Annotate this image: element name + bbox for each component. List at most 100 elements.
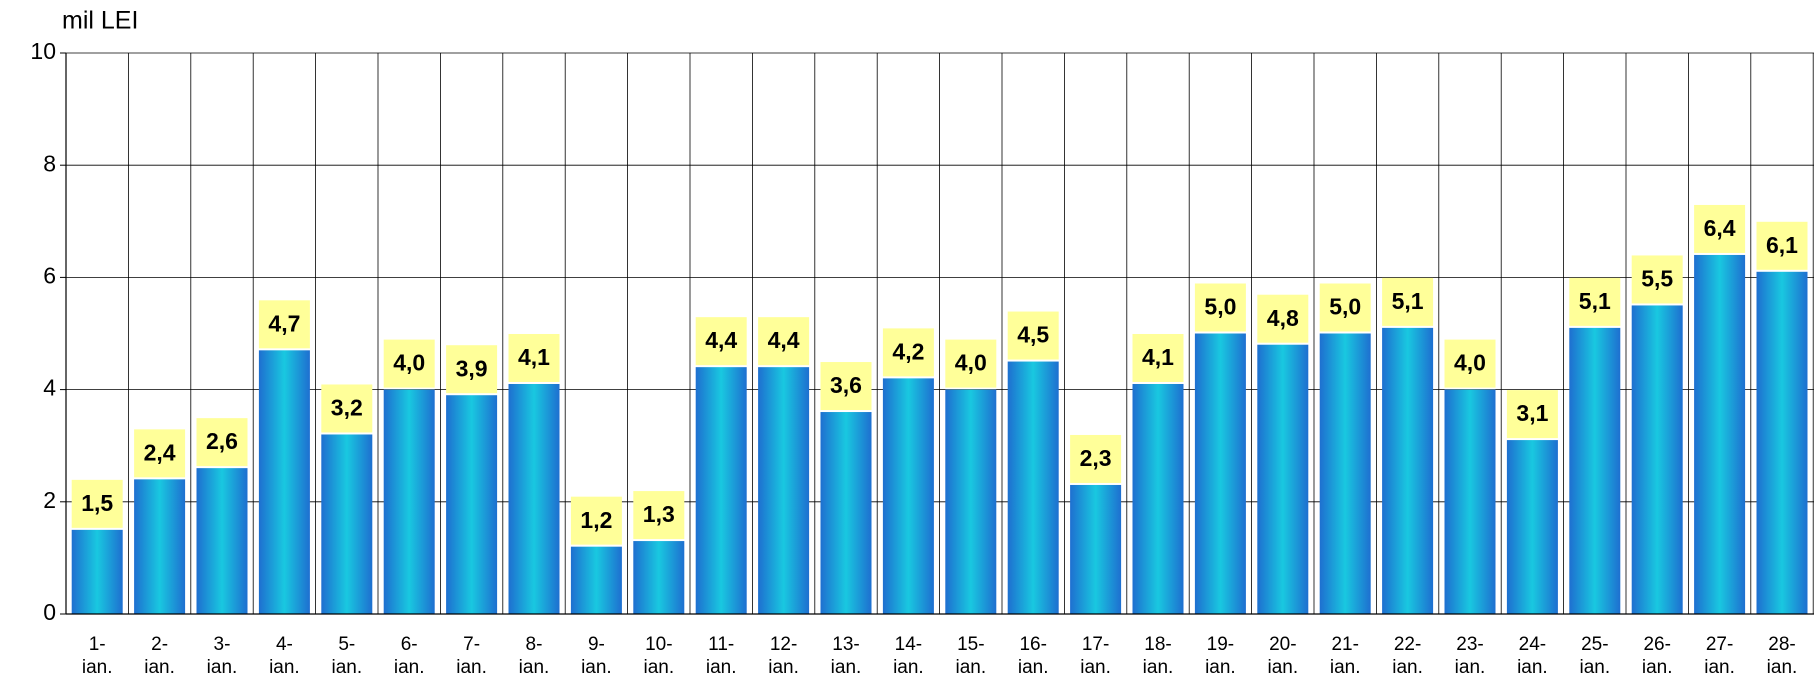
value-label: 2,6 (206, 428, 238, 454)
bar (321, 434, 373, 614)
bar (1132, 383, 1184, 614)
bar (758, 367, 810, 614)
value-label-box (820, 362, 872, 411)
value-label-box (1506, 390, 1558, 439)
value-label-box (1382, 277, 1434, 326)
y-tick-label: 10 (30, 38, 56, 64)
bar (1694, 254, 1746, 614)
value-label: 3,9 (456, 355, 488, 381)
y-tick-label: 0 (43, 599, 56, 625)
value-label-box (321, 384, 373, 433)
x-tick-label: 10- ian. (643, 634, 675, 678)
value-label-box (1444, 339, 1496, 388)
value-label: 1,2 (580, 507, 612, 533)
value-label-box (196, 418, 248, 467)
value-label: 6,4 (1704, 215, 1736, 241)
value-label: 1,5 (81, 490, 113, 516)
value-label-box (134, 429, 186, 478)
bar (196, 468, 248, 614)
bar (71, 529, 123, 614)
x-tick-label: 28- ian. (1766, 634, 1798, 678)
bar (820, 412, 872, 614)
bar (446, 395, 498, 614)
x-tick-label: 8- ian. (518, 634, 550, 678)
value-label-box (1631, 255, 1683, 304)
x-tick-label: 3- ian. (206, 634, 238, 678)
value-label-box (695, 317, 747, 366)
value-label: 5,1 (1392, 288, 1424, 314)
value-label: 4,0 (955, 350, 987, 376)
x-tick-label: 23- ian. (1454, 634, 1486, 678)
x-tick-label: 13- ian. (830, 634, 862, 678)
value-label: 5,0 (1329, 294, 1361, 320)
value-label: 4,7 (268, 310, 300, 336)
bar (1756, 271, 1808, 614)
value-label: 3,1 (1516, 400, 1548, 426)
x-tick-label: 2- ian. (144, 634, 175, 678)
x-tick-label: 19- ian. (1205, 634, 1236, 678)
value-label-box (1569, 277, 1621, 326)
x-tick-label: 5- ian. (331, 634, 363, 678)
x-tick-label: 12- ian. (768, 634, 799, 678)
value-label: 5,0 (1204, 294, 1236, 320)
bar (258, 350, 310, 614)
bar (134, 479, 186, 614)
value-label-box (383, 339, 435, 388)
x-tick-label: 26- ian. (1641, 634, 1673, 678)
value-label: 4,1 (518, 344, 550, 370)
bar (1194, 333, 1246, 614)
value-label-box (633, 491, 685, 540)
value-label: 4,0 (1454, 350, 1486, 376)
value-label: 2,4 (144, 439, 176, 465)
value-label: 5,5 (1641, 266, 1673, 292)
value-label-box (758, 317, 810, 366)
x-tick-label: 22- ian. (1392, 634, 1423, 678)
value-label: 3,6 (830, 372, 862, 398)
value-label: 4,4 (768, 327, 800, 353)
bar (1444, 389, 1496, 614)
x-tick-label: 27- ian. (1704, 634, 1735, 678)
x-tick-label: 20- ian. (1267, 634, 1299, 678)
value-label: 3,2 (331, 395, 363, 421)
value-label: 6,1 (1766, 232, 1798, 258)
value-label: 4,0 (393, 350, 425, 376)
x-tick-label: 16- ian. (1017, 634, 1049, 678)
x-tick-label: 7- ian. (456, 634, 487, 678)
bar (1070, 484, 1122, 614)
value-label-box (1132, 333, 1184, 382)
value-label: 2,3 (1080, 445, 1112, 471)
bar (1631, 305, 1683, 614)
bar (695, 367, 747, 614)
value-label-box (508, 333, 560, 382)
x-tick-label: 18- ian. (1142, 634, 1174, 678)
value-label: 4,2 (892, 338, 924, 364)
y-tick-label: 8 (43, 150, 56, 176)
value-label-box (570, 496, 622, 545)
bar (570, 546, 622, 614)
bar (1319, 333, 1371, 614)
bar (882, 378, 934, 614)
x-tick-label: 14- ian. (893, 634, 924, 678)
value-label-box (446, 345, 498, 394)
value-label: 4,8 (1267, 305, 1299, 331)
value-label-box (1007, 311, 1059, 360)
bar (1506, 440, 1558, 614)
value-label-box (1756, 221, 1808, 270)
value-label-box (945, 339, 997, 388)
x-tick-label: 9- ian. (581, 634, 612, 678)
x-tick-label: 21- ian. (1329, 634, 1361, 678)
bar (1007, 361, 1059, 614)
y-tick-label: 2 (43, 487, 56, 513)
bar (1569, 327, 1621, 614)
value-label-box (1070, 434, 1122, 483)
x-tick-label: 24- ian. (1517, 634, 1548, 678)
x-tick-label: 6- ian. (393, 634, 425, 678)
value-label: 4,1 (1142, 344, 1174, 370)
value-label-box (1257, 294, 1309, 343)
value-label-box (1319, 283, 1371, 332)
bar (508, 383, 560, 614)
bar (945, 389, 997, 614)
value-label-box (258, 300, 310, 349)
value-label-box (71, 479, 123, 528)
